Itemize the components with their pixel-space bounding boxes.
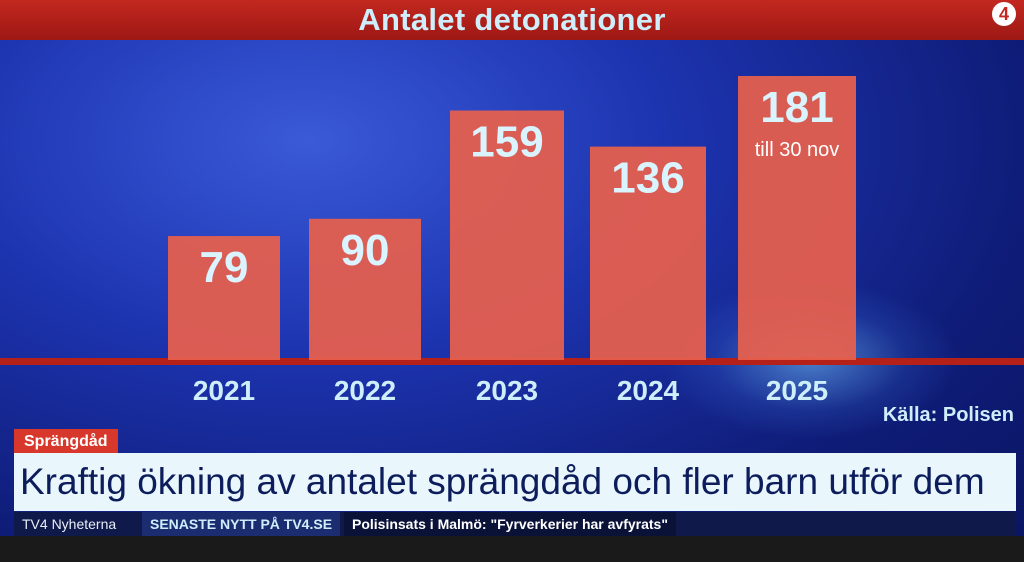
value-label-2021: 79 [200,243,249,292]
bar-chart: 79 2021 90 2022 159 2023 136 2024 181 2025 till 30… [0,76,1024,406]
ticker-news: Polisinsats i Malmö: "Fyrverkerier har a… [344,512,676,536]
value-label-2025: 181 [760,83,833,132]
x-tick-2021: 2021 [193,375,255,406]
ticker-latest: SENASTE NYTT PÅ TV4.SE [142,512,341,536]
x-tick-2022: 2022 [334,375,396,406]
annotation-2025: till 30 nov [755,139,840,161]
value-label-2024: 136 [611,154,684,203]
bar-2021 [168,236,280,360]
x-tick-2025: 2025 [766,375,828,406]
chart-title: Antalet detonationer [358,2,666,37]
headline-box: Kraftig ökning av antalet sprängdåd och … [14,453,1016,511]
x-tick-2023: 2023 [476,375,538,406]
headline: Kraftig ökning av antalet sprängdåd och … [20,461,985,502]
baseline-red-bar [0,358,1024,365]
news-ticker: TV4 Nyheterna SENASTE NYTT PÅ TV4.SE Pol… [14,512,1016,536]
source-label: Källa: Polisen [882,404,1014,426]
category-tag: Sprängdåd [14,429,118,455]
tv4-logo: 4 [992,2,1016,26]
bar-2025 [738,76,856,360]
bar-2022 [309,218,421,360]
ticker-brand: TV4 Nyheterna [22,516,117,532]
title-bar: Antalet detonationer 4 [0,0,1024,40]
x-tick-2024: 2024 [617,375,680,406]
bar-2024 [590,146,706,360]
bar-2023 [450,110,564,360]
value-label-2022: 90 [341,226,390,275]
screen-bezel [0,536,1024,562]
value-label-2023: 159 [470,118,543,167]
